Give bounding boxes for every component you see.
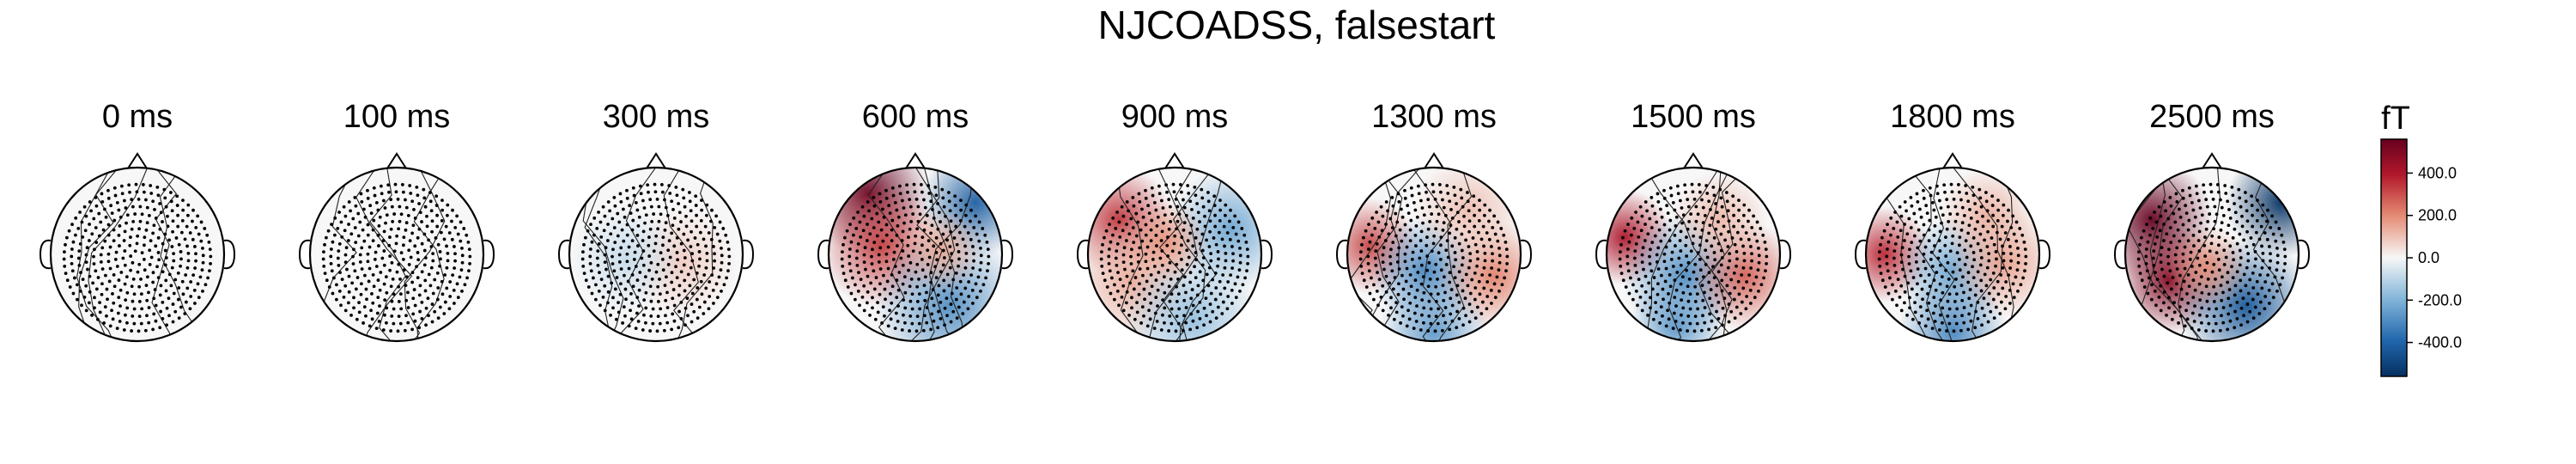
left-ear xyxy=(1854,239,1867,270)
right-ear xyxy=(2298,239,2311,270)
head-outline xyxy=(827,166,1004,343)
topomap-title: 300 ms xyxy=(603,99,710,135)
nose-marker xyxy=(646,152,666,169)
colorbar-tick-label: -200.0 xyxy=(2418,291,2462,308)
nose-marker xyxy=(2202,152,2222,169)
left-ear xyxy=(39,239,52,270)
right-ear xyxy=(1001,239,1014,270)
head-outline xyxy=(308,166,485,343)
nose-marker xyxy=(1683,152,1704,169)
left-ear xyxy=(1595,239,1607,270)
nose-marker xyxy=(905,152,926,169)
colorbar-gradient xyxy=(2380,138,2408,377)
left-ear xyxy=(557,239,570,270)
colorbar-tick-label: 400.0 xyxy=(2418,164,2457,181)
head-outline xyxy=(1346,166,1522,343)
topomap-title: 1500 ms xyxy=(1631,99,1756,135)
colorbar-tick-label: 200.0 xyxy=(2418,207,2457,224)
topomap-title: 0 ms xyxy=(102,99,173,135)
right-ear xyxy=(1779,239,1792,270)
nose-marker xyxy=(1942,152,1963,169)
nose-marker xyxy=(127,152,148,169)
topomap: 1300 ms xyxy=(1335,99,1533,343)
head-outline xyxy=(49,166,226,343)
nose-marker xyxy=(1424,152,1444,169)
colorbar: fT 400.0 200.0 0.0 -200.0 -400.0 xyxy=(2380,101,2462,377)
field-map xyxy=(1607,168,1780,341)
field-map xyxy=(51,168,224,341)
right-ear xyxy=(1520,239,1533,270)
right-ear xyxy=(1261,239,1273,270)
topomap-title: 1300 ms xyxy=(1371,99,1497,135)
topomap-title: 900 ms xyxy=(1121,99,1229,135)
topomap-title: 2500 ms xyxy=(2149,99,2275,135)
colorbar-tick-label: 0.0 xyxy=(2418,249,2439,266)
topomap: 900 ms xyxy=(1076,99,1273,343)
field-map xyxy=(1347,168,1521,341)
topomap: 100 ms xyxy=(298,99,495,343)
topomap-title: 600 ms xyxy=(862,99,969,135)
nose-marker xyxy=(1164,152,1185,169)
right-ear xyxy=(483,239,495,270)
colorbar-ticks: 400.0 200.0 0.0 -200.0 -400.0 xyxy=(2407,164,2462,351)
nose-marker xyxy=(386,152,407,169)
figure-title: NJCOADSS, falsestart xyxy=(1098,3,1496,47)
head-outline xyxy=(1605,166,1782,343)
topomap: 300 ms xyxy=(557,99,755,343)
right-ear xyxy=(742,239,755,270)
topomap-title: 100 ms xyxy=(343,99,451,135)
topomap-title: 1800 ms xyxy=(1890,99,2015,135)
topomap: 0 ms xyxy=(39,99,236,343)
field-map xyxy=(829,168,1002,341)
topomap: 1500 ms xyxy=(1595,99,1792,343)
left-ear xyxy=(1076,239,1089,270)
head-outline xyxy=(1086,166,1263,343)
left-ear xyxy=(298,239,311,270)
field-map xyxy=(310,168,483,341)
head-outline xyxy=(1864,166,2041,343)
topomap: 2500 ms xyxy=(2113,99,2311,343)
right-ear xyxy=(223,239,236,270)
head-outline xyxy=(2123,166,2300,343)
right-ear xyxy=(2038,239,2051,270)
field-map xyxy=(1866,168,2039,341)
topomap: 600 ms xyxy=(817,99,1014,343)
topomap-row: 0 ms 100 ms 300 ms 600 ms 900 ms 1300 ms 1500 … xyxy=(39,99,2311,343)
left-ear xyxy=(2113,239,2126,270)
head-outline xyxy=(568,166,744,343)
topomap: 1800 ms xyxy=(1854,99,2051,343)
left-ear xyxy=(817,239,829,270)
colorbar-tick-label: -400.0 xyxy=(2418,334,2462,351)
field-map xyxy=(569,168,743,341)
colorbar-unit: fT xyxy=(2381,101,2410,137)
left-ear xyxy=(1335,239,1348,270)
